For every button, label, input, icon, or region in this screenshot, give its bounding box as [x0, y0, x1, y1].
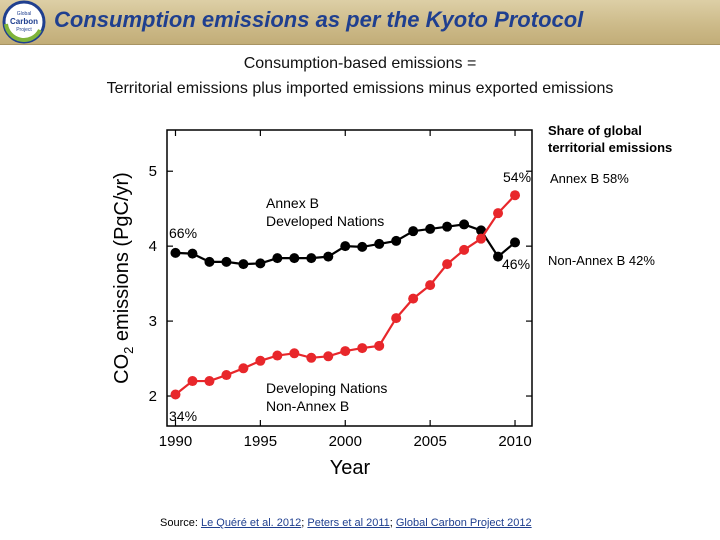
non-annex-b-point-1992: [204, 376, 215, 387]
non-annex-b-point-2010: [510, 190, 521, 201]
y-tick-label-5: 5: [149, 163, 157, 180]
x-tick-label-2000: 2000: [329, 433, 362, 450]
annex-b-point-2009: [493, 251, 504, 262]
series-layer: [170, 190, 521, 400]
non-annex-b-point-1997: [289, 348, 300, 359]
non-annex-b-point-2003: [391, 313, 402, 324]
x-axis-label: Year: [330, 457, 371, 479]
non-annex-b-point-1993: [221, 370, 232, 381]
non-annex-b-point-1999: [323, 351, 334, 362]
subtitle-line-1: Consumption-based emissions =: [243, 55, 477, 72]
source-separator-1: ;: [301, 517, 308, 529]
annex-b-point-1996: [272, 253, 283, 264]
non-annex-b-point-1998: [306, 352, 317, 363]
non-annex-b-end-share: 54%: [503, 169, 531, 185]
non-annex-b-point-1994: [238, 363, 249, 374]
annex-b-label-line-2: Developed Nations: [266, 213, 384, 229]
annex-b-point-1994: [238, 259, 249, 270]
annex-b-point-2006: [442, 221, 453, 232]
annex-b-point-2003: [391, 235, 402, 246]
non-annex-b-point-1995: [255, 355, 266, 366]
annex-b-point-1991: [187, 248, 198, 259]
y-tick-label-2: 2: [149, 388, 157, 405]
logo-line-3: Project: [16, 27, 32, 33]
non-annex-b-point-1996: [272, 350, 283, 361]
non-annex-b-point-2009: [493, 208, 504, 219]
x-tick-label-1995: 1995: [244, 433, 277, 450]
axes-layer: 1990 1995 2000 2005 2010 2 3 4 5: [149, 130, 532, 450]
non-annex-b-start-share: 34%: [169, 408, 197, 424]
source-separator-2: ;: [389, 517, 396, 529]
annex-b-point-1990: [170, 247, 181, 258]
source-link-le-quere[interactable]: Le Quéré et al. 2012: [200, 517, 302, 529]
non-annex-b-point-2004: [408, 293, 419, 304]
logo-line-2: Carbon: [10, 17, 38, 26]
y-tick-label-3: 3: [149, 313, 157, 330]
share-annex-b: Annex B 58%: [550, 171, 629, 186]
share-title-line-1: Share of global: [548, 123, 642, 138]
annex-b-point-2010: [510, 237, 521, 248]
non-annex-b-point-2005: [425, 280, 436, 291]
annex-b-start-share: 66%: [169, 225, 197, 241]
annex-b-point-1995: [255, 258, 266, 269]
annex-b-point-2000: [340, 241, 351, 252]
annex-b-end-share: 46%: [502, 256, 530, 272]
share-non-annex-b: Non-Annex B 42%: [548, 253, 655, 268]
source-prefix: Source:: [160, 517, 201, 529]
annex-b-point-1997: [289, 253, 300, 264]
annex-b-point-2004: [408, 226, 419, 237]
x-tick-label-1990: 1990: [159, 433, 192, 450]
non-annex-b-label-line-2: Non-Annex B: [266, 398, 349, 414]
source-link-peters[interactable]: Peters et al 2011: [307, 517, 390, 529]
annex-b-point-2001: [357, 241, 368, 252]
annex-b-point-1992: [204, 256, 215, 267]
annex-b-point-2005: [425, 223, 436, 234]
non-annex-b-point-2001: [357, 343, 368, 354]
annex-b-point-1999: [323, 251, 334, 262]
source-citation: Source: Le Quéré et al. 2012; Peters et …: [160, 517, 532, 529]
annex-b-point-1993: [221, 256, 232, 267]
header-bar: Global Carbon Project Consumption emissi…: [0, 0, 720, 45]
non-annex-b-point-2007: [459, 244, 470, 255]
page-title: Consumption emissions as per the Kyoto P…: [54, 7, 584, 32]
non-annex-b-point-1990: [170, 389, 181, 400]
non-annex-b-point-2002: [374, 340, 385, 351]
annex-b-point-1998: [306, 253, 317, 264]
non-annex-b-label-line-1: Developing Nations: [266, 380, 387, 396]
non-annex-b-point-2008: [476, 233, 487, 244]
share-panel-title: Share of global territorial emissions: [548, 122, 708, 156]
non-annex-b-point-1991: [187, 376, 198, 387]
y-tick-label-4: 4: [149, 238, 157, 255]
source-link-gcp[interactable]: Global Carbon Project 2012: [395, 517, 532, 529]
x-tick-label-2010: 2010: [498, 433, 531, 450]
annex-b-point-2007: [459, 219, 470, 230]
logo-line-1: Global: [17, 11, 31, 17]
annex-b-point-2002: [374, 238, 385, 249]
annex-b-label-line-1: Annex B: [266, 195, 319, 211]
share-title-line-2: territorial emissions: [548, 140, 673, 155]
non-annex-b-point-2000: [340, 346, 351, 357]
annex-b-point-2008: [476, 225, 487, 236]
global-carbon-project-logo: Global Carbon Project: [2, 0, 46, 44]
y-axis-label: CO2 emissions (PgC/yr): [111, 172, 136, 384]
non-annex-b-point-2006: [442, 259, 453, 270]
subtitle-line-2: Territorial emissions plus imported emis…: [106, 80, 614, 97]
x-tick-label-2005: 2005: [413, 433, 446, 450]
